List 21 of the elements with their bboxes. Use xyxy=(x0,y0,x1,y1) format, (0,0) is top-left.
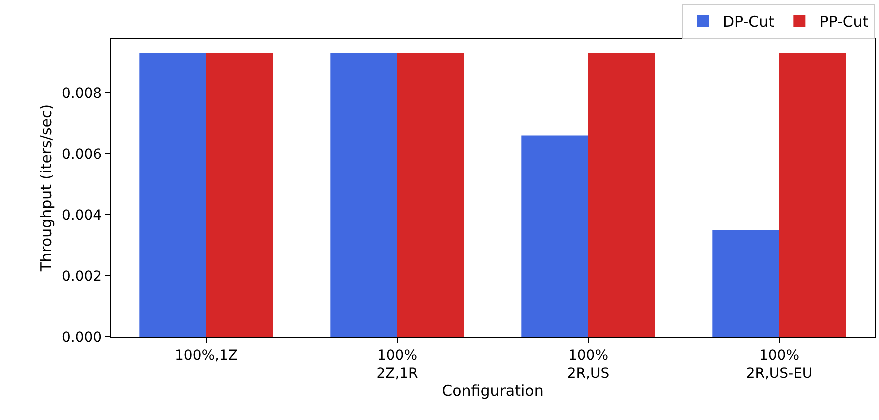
x-tick-label: 100%,1Z xyxy=(175,348,238,364)
bar xyxy=(780,53,846,337)
y-tick-label: 0.006 xyxy=(62,146,102,163)
x-tick-label: 100% 2R,US xyxy=(567,348,610,382)
x-tick-label: 100% 2Z,1R xyxy=(376,348,419,382)
bar xyxy=(140,53,206,337)
bar xyxy=(330,53,398,337)
y-tick-label: 0.002 xyxy=(62,268,102,285)
bar xyxy=(398,53,464,337)
y-axis-title: Throughput (iters/sec) xyxy=(37,104,56,273)
x-tick-label: 100% 2R,US-EU xyxy=(746,348,813,382)
y-tick-label: 0.004 xyxy=(62,208,102,224)
bar xyxy=(522,136,588,337)
y-tick-label: 0.000 xyxy=(62,330,102,346)
bar xyxy=(712,230,780,337)
y-tick-label: 0.008 xyxy=(62,86,102,102)
bar xyxy=(588,53,656,337)
legend-label: PP-Cut xyxy=(820,13,869,32)
legend-label: DP-Cut xyxy=(723,13,775,32)
x-axis-title: Configuration xyxy=(442,382,544,400)
bar xyxy=(206,53,274,337)
